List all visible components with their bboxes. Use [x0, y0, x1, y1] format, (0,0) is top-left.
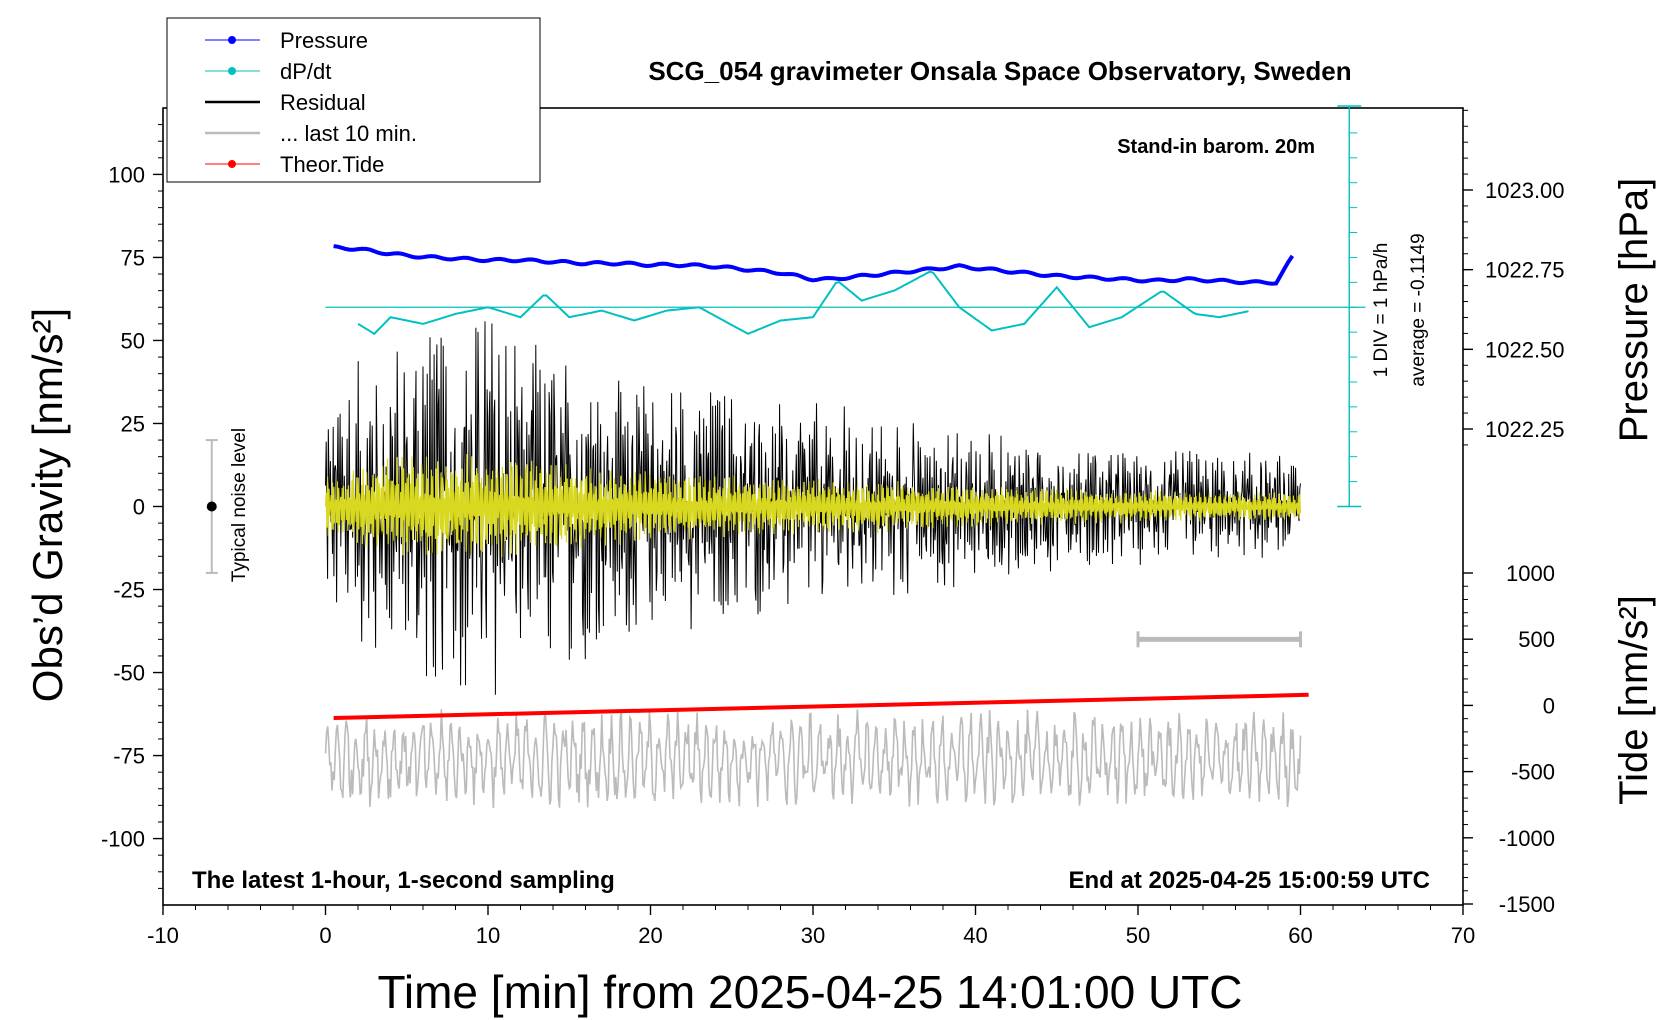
- y-axis-label-tide: Tide [nm/s²]: [1612, 595, 1656, 805]
- last-10-min-line: [324, 709, 1302, 809]
- dpdt-scale: [1337, 105, 1362, 508]
- series-dpdt: [325, 270, 1366, 336]
- legend-label: Pressure: [280, 28, 368, 53]
- y-tick-label: 25: [121, 411, 145, 436]
- y-tick-label: -75: [113, 744, 145, 769]
- x-tick-label: 20: [638, 923, 662, 948]
- series-theor-tide: [333, 692, 1309, 720]
- pressure-line: [333, 244, 1295, 286]
- y-axis-ticks-tide: 1000 500 0 -500 -1000 -1500: [1463, 561, 1555, 917]
- legend-box: [166, 17, 541, 183]
- residual-smoothed-line: [324, 453, 1302, 558]
- y-axis-ticks-left: 100 75 50 25 0 -25 -50 -75 -100: [101, 124, 163, 889]
- x-axis-label: Time [min] from 2025-04-25 14:01:00 UTC: [378, 966, 1243, 1018]
- legend-label: Theor.Tide: [280, 152, 384, 177]
- pressure-tick-label: 1022.50: [1485, 337, 1565, 362]
- x-tick-label: 10: [476, 923, 500, 948]
- pressure-tick-label: 1023.00: [1485, 178, 1565, 203]
- x-tick-label: 70: [1451, 923, 1475, 948]
- tide-tick-label: -1500: [1499, 892, 1555, 917]
- dpdt-line: [357, 270, 1249, 336]
- bottom-right-note: End at 2025-04-25 15:00:59 UTC: [1069, 867, 1431, 894]
- x-tick-label: 40: [963, 923, 987, 948]
- x-tick-label: 0: [319, 923, 331, 948]
- noise-level-indicator: [205, 439, 218, 574]
- series-last-10-min: [324, 709, 1302, 809]
- chart-title: SCG_054 gravimeter Onsala Space Observat…: [648, 56, 1351, 86]
- y-tick-label: -100: [101, 827, 145, 852]
- y-tick-label: 0: [133, 495, 145, 520]
- x-tick-label: 50: [1126, 923, 1150, 948]
- bottom-left-note: The latest 1-hour, 1-second sampling: [192, 867, 615, 894]
- legend-swatch-dot: [228, 160, 236, 168]
- legend-label: ... last 10 min.: [280, 121, 417, 146]
- y-tick-label: 50: [121, 328, 145, 353]
- x-tick-label: 60: [1288, 923, 1312, 948]
- y-tick-label: 75: [121, 245, 145, 270]
- y-axis-label-pressure: Pressure [hPa]: [1612, 178, 1656, 443]
- y-tick-label: -25: [113, 578, 145, 603]
- tide-tick-label: -500: [1511, 760, 1555, 785]
- pressure-tick-label: 1022.75: [1485, 258, 1565, 283]
- tide-tick-label: 1000: [1506, 561, 1555, 586]
- average-note: average = -0.1149: [1408, 233, 1429, 386]
- pressure-tick-label: 1022.25: [1485, 417, 1565, 442]
- y-axis-ticks-pressure: 1023.00 1022.75 1022.50 1022.25: [1463, 109, 1565, 446]
- legend: Pressure dP/dt Residual ... last 10 min. The…: [166, 17, 541, 183]
- tide-tick-label: 0: [1543, 693, 1555, 718]
- noise-level-label: Typical noise level: [229, 428, 250, 582]
- y-axis-label-left: Obs’d Gravity [nm/s²]: [24, 308, 71, 702]
- x-axis-ticks: -10 0 10 20 30 40 50 60 70: [147, 905, 1475, 948]
- legend-label: Residual: [280, 90, 366, 115]
- legend-swatch-dot: [228, 36, 236, 44]
- legend-swatch-dot: [228, 67, 236, 75]
- tide-tick-label: -1000: [1499, 826, 1555, 851]
- tide-tick-label: 500: [1518, 627, 1555, 652]
- tide-line: [333, 692, 1309, 720]
- series-pressure: [333, 244, 1295, 286]
- legend-label: dP/dt: [280, 59, 331, 84]
- div-note: 1 DIV = 1 hPa/h: [1371, 243, 1392, 378]
- x-tick-label: -10: [147, 923, 179, 948]
- stand-in-note: Stand-in barom. 20m: [1117, 136, 1315, 158]
- series-residual: [324, 321, 1302, 695]
- y-tick-label: 100: [108, 162, 145, 187]
- y-tick-label: -50: [113, 661, 145, 686]
- x-tick-label: 30: [801, 923, 825, 948]
- scale-bar: [1136, 631, 1302, 648]
- noise-level-dot: [206, 501, 217, 512]
